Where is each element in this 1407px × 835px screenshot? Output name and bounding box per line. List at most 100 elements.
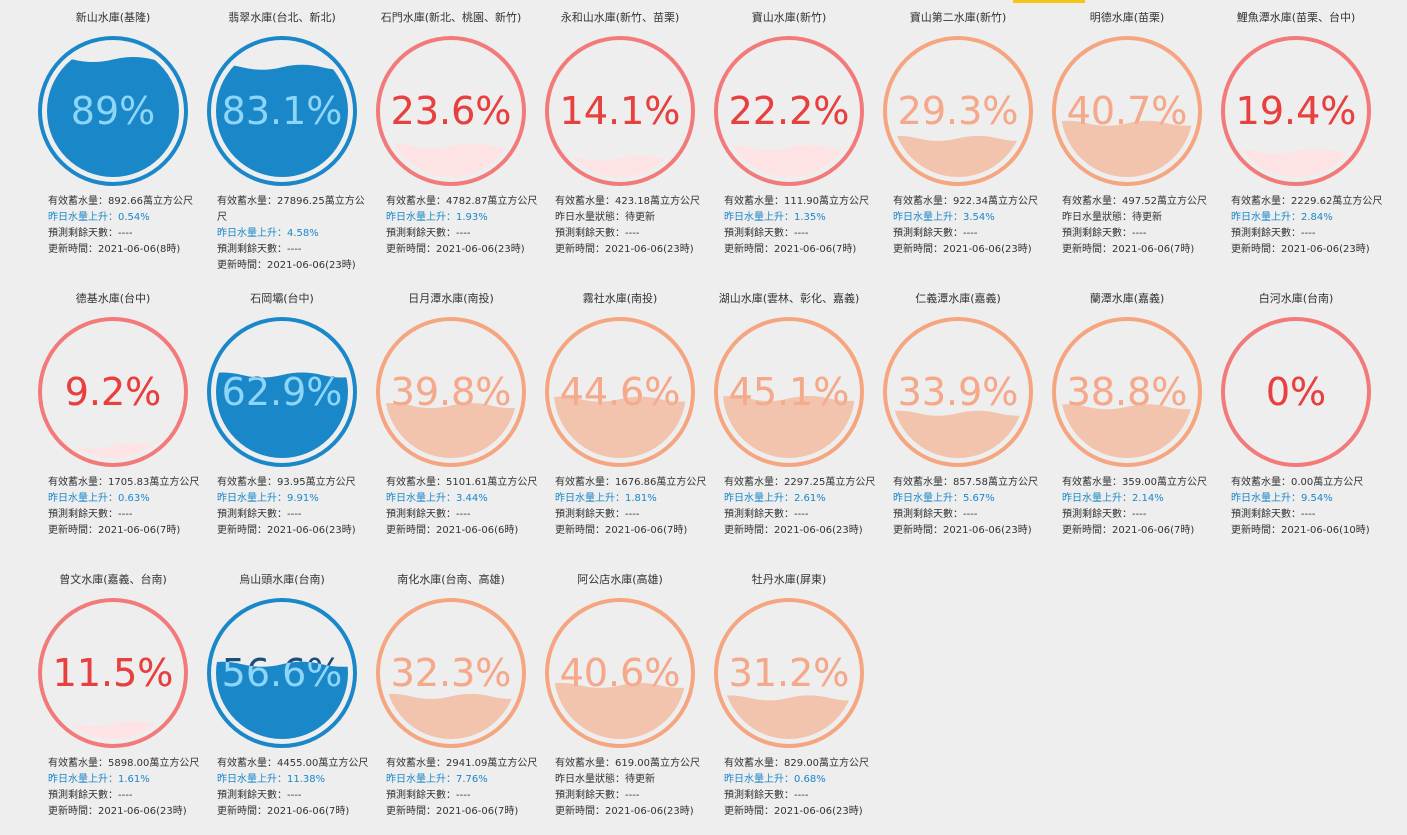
percent-label: 83.1% [222,89,343,133]
reservoir-info: 有效蓄水量：5898.00萬立方公尺 昨日水量上升：1.61% 預測剩餘天數：---… [48,756,201,820]
water-text-group: 11.5% [53,651,174,695]
info-line: 更新時間：2021-06-06(23時) [724,806,863,817]
info-line: 昨日水量上升：3.44% [386,493,488,504]
info-line: 昨日水量上升：3.54% [893,212,995,223]
info-line: 有效蓄水量：359.00萬立方公尺 [1062,477,1207,488]
info-line: 預測剩餘天數：---- [1231,228,1316,239]
gauge: 33.9%33.9% [883,317,1033,467]
water-group [47,443,179,458]
info-line: 昨日水量狀態：待更新 [555,774,655,785]
water-text-group: 89% [71,89,155,133]
info-line: 有效蓄水量：0.00萬立方公尺 [1231,477,1364,488]
water-level [385,143,517,177]
gauge-ring [714,317,864,467]
gauge-ring [207,598,357,748]
reservoir-name: 石門水庫(新北、桃園、新竹) [380,11,522,24]
info-line: 更新時間：2021-06-06(7時) [1062,244,1195,255]
info-line: 昨日水量上升：0.63% [48,493,150,504]
percent-label: 33.9% [898,370,1019,414]
gauge-ring [545,598,695,748]
reservoir-name: 湖山水庫(雲林、彰化、嘉義) [718,292,860,305]
gauge: 23.6%23.6% [376,36,526,186]
gauge: 31.2%31.2% [714,598,864,748]
reservoir-info: 有效蓄水量：111.90萬立方公尺 昨日水量上升：1.35% 預測剩餘天數：----… [724,194,877,258]
gauge: 11.5%11.5% [38,598,188,748]
gauge: 45.1%45.1% [714,317,864,467]
info-line: 更新時間：2021-06-06(7時) [724,244,857,255]
info-line: 昨日水量上升：7.76% [386,774,488,785]
info-line: 預測剩餘天數：---- [893,228,978,239]
reservoir-info: 有效蓄水量：892.66萬立方公尺 昨日水量上升：0.54% 預測剩餘天數：----… [48,194,201,258]
info-line: 昨日水量上升：9.54% [1231,493,1333,504]
reservoir-name: 鯉魚潭水庫(苗栗、台中) [1236,11,1356,24]
gauge-ring [545,317,695,467]
info-line: 昨日水量上升：2.84% [1231,212,1333,223]
gauge-ring [1221,36,1371,186]
water-group [1230,148,1362,177]
percent-label: 19.4% [1236,89,1357,133]
top-bar [1013,0,1085,3]
water-text-group: 31.2% [729,651,850,695]
info-line: 有效蓄水量：857.58萬立方公尺 [893,477,1038,488]
info-line: 昨日水量上升：1.35% [724,212,826,223]
gauge-ring [207,36,357,186]
info-line: 有效蓄水量：497.52萬立方公尺 [1062,196,1207,207]
info-line: 昨日水量上升：0.68% [724,774,826,785]
gauge: 14.1%14.1% [545,36,695,186]
reservoir-info: 有效蓄水量：1676.86萬立方公尺 昨日水量上升：1.81% 預測剩餘天數：---… [555,475,708,539]
reservoir-info: 有效蓄水量：4782.87萬立方公尺 昨日水量上升：1.93% 預測剩餘天數：---… [386,194,539,258]
info-line: 更新時間：2021-06-06(23時) [217,260,356,271]
info-line: 有效蓄水量：27896.25萬立方公尺 [217,196,365,223]
info-line: 昨日水量狀態：待更新 [555,212,655,223]
water-text-group: 9.2% [65,370,162,414]
gauge-ring [1221,317,1371,467]
reservoir-info: 有效蓄水量：0.00萬立方公尺 昨日水量上升：9.54% 預測剩餘天數：---- 更新… [1231,475,1384,539]
percent-label: 44.6% [560,370,681,414]
info-line: 預測剩餘天數：---- [724,509,809,520]
reservoir-info: 有效蓄水量：2297.25萬立方公尺 昨日水量上升：2.61% 預測剩餘天數：---… [724,475,877,539]
gauge: 32.3%32.3% [376,598,526,748]
reservoir-name: 南化水庫(台南、高雄) [397,573,505,586]
info-line: 預測剩餘天數：---- [555,790,640,801]
info-line: 有效蓄水量：111.90萬立方公尺 [724,196,869,207]
percent-label: 89% [71,89,155,133]
gauge-ring [1052,317,1202,467]
water-group [723,145,855,177]
info-line: 預測剩餘天數：---- [1062,228,1147,239]
info-line: 昨日水量上升：1.61% [48,774,150,785]
gauge: 22.2%22.2% [714,36,864,186]
reservoir-name: 牡丹水庫(屏東) [751,573,827,586]
water-text-group: 38.8% [1067,370,1188,414]
gauge-ring [376,317,526,467]
water-group [892,135,1024,177]
reservoir-name: 白河水庫(台南) [1258,292,1334,305]
info-line: 更新時間：2021-06-06(10時) [1231,525,1370,536]
info-line: 預測剩餘天數：---- [48,509,133,520]
water-level [47,443,179,458]
reservoir-name: 寶山水庫(新竹) [751,11,827,24]
gauge-ring [545,36,695,186]
percent-label: 38.8% [1067,370,1188,414]
percent-label: 14.1% [560,89,681,133]
water-text-group: 14.1% [560,89,681,133]
info-line: 更新時間：2021-06-06(23時) [386,244,525,255]
percent-label: 39.8% [391,370,512,414]
info-line: 有效蓄水量：5898.00萬立方公尺 [48,758,200,769]
info-line: 更新時間：2021-06-06(7時) [386,806,519,817]
info-line: 有效蓄水量：2297.25萬立方公尺 [724,477,876,488]
percent-label: 19.4% [1236,89,1357,133]
percent-label: 11.5% [53,651,174,695]
water-level [47,57,179,177]
water-text: 83.1% [222,89,343,133]
gauge: 40.7%40.7% [1052,36,1202,186]
percent-label: 40.7% [1067,89,1188,133]
reservoir-name: 蘭潭水庫(嘉義) [1089,292,1165,305]
water-text-group: 22.2% [729,89,850,133]
gauge-ring [376,36,526,186]
gauge: 9.2%9.2% [38,317,188,467]
water-text-group: 23.6% [391,89,512,133]
info-line: 昨日水量狀態：待更新 [1062,212,1162,223]
water-group [216,64,348,177]
gauge: 19.4%19.4% [1221,36,1371,186]
gauge: 29.3%29.3% [883,36,1033,186]
